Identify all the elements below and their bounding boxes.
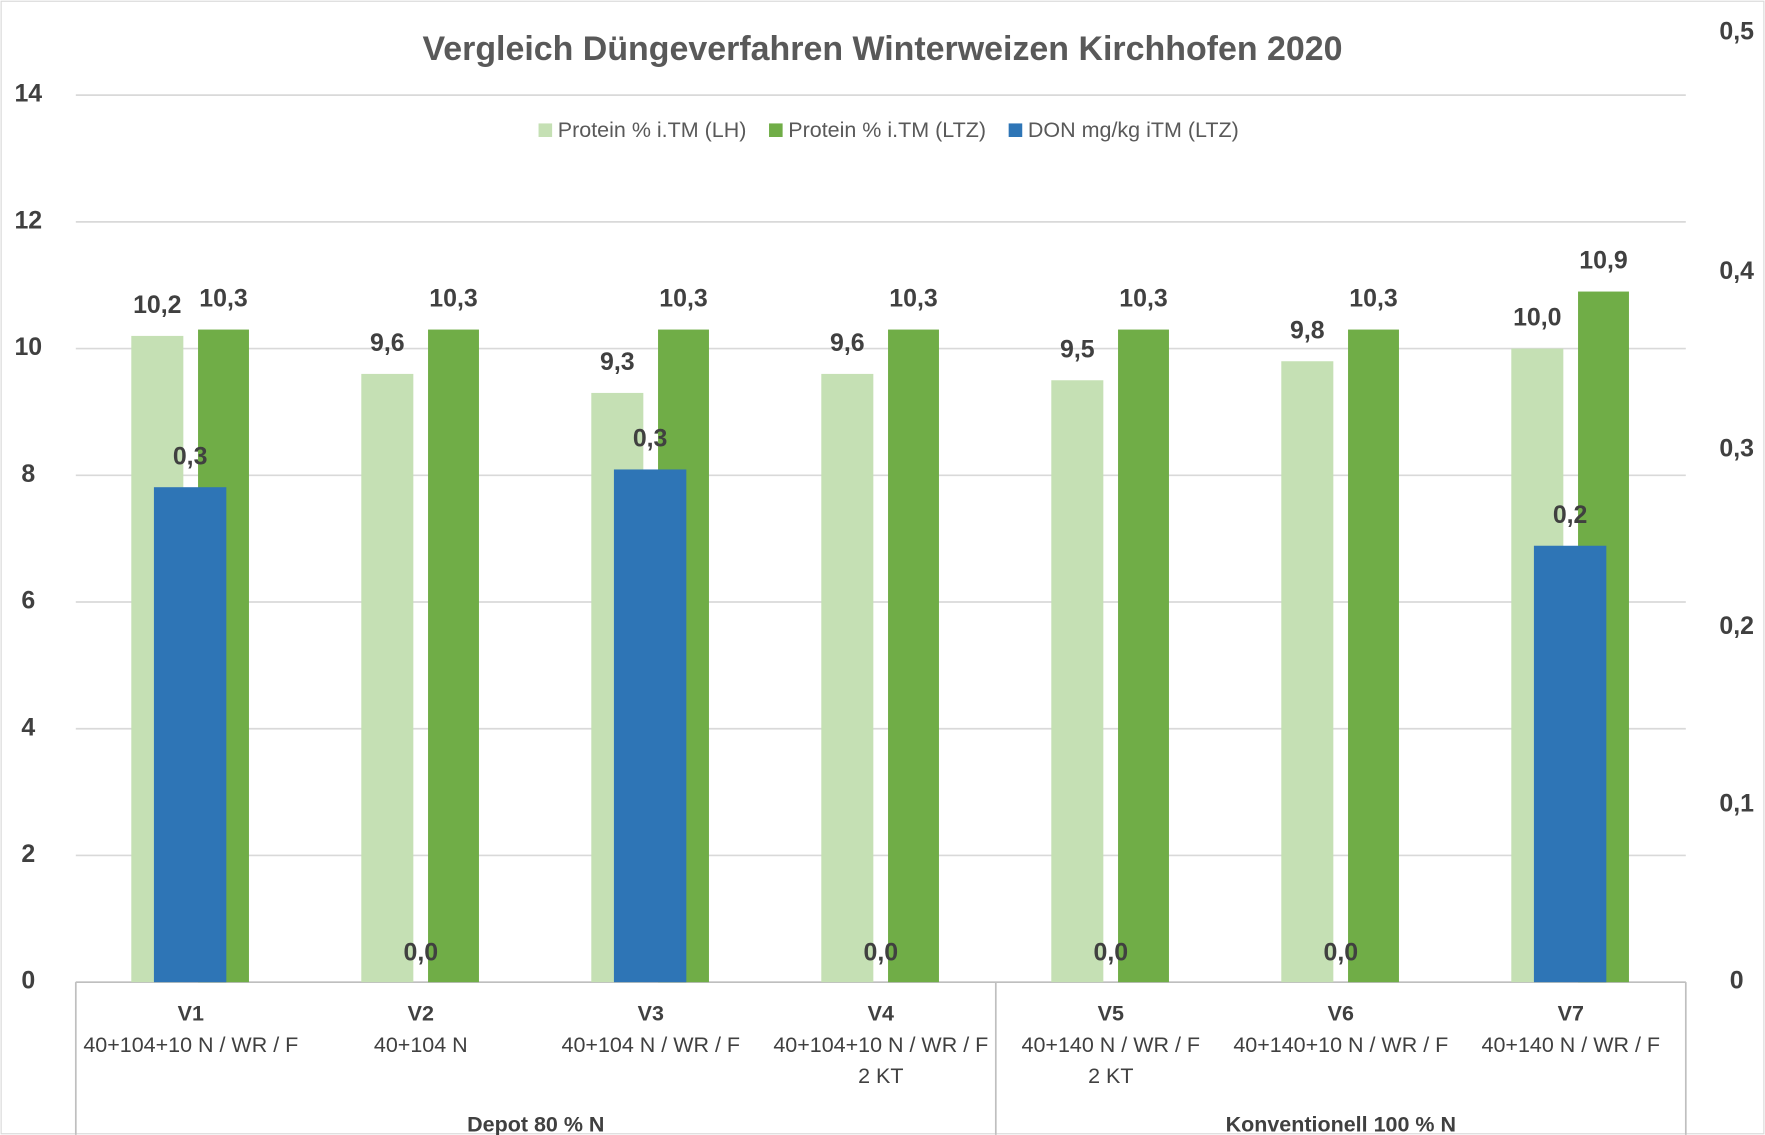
x-tick-label: 40+104+10 N / WR / F — [773, 1033, 988, 1057]
data-label: 10,2 — [133, 291, 181, 319]
data-label: 10,0 — [1513, 304, 1561, 332]
bar — [361, 373, 414, 983]
x-tick-label: 40+104+10 N / WR / F — [83, 1033, 298, 1057]
bar — [888, 329, 939, 983]
y-tick-label: 12 — [14, 206, 42, 234]
y-tick-label: 4 — [21, 713, 35, 741]
x-tick-label: 2 KT — [858, 1064, 903, 1088]
data-label: 0,3 — [173, 442, 208, 470]
bar — [153, 487, 227, 983]
bar — [821, 373, 874, 983]
x-tick-label: 40+104 N / WR / F — [562, 1033, 741, 1057]
x-tick-label: V3 — [638, 1002, 664, 1026]
legend-swatch — [1008, 123, 1023, 137]
bar — [1348, 329, 1399, 983]
x-tick-label: 2 KT — [1088, 1064, 1133, 1088]
x-tick-label: 40+140 N / WR / F — [1022, 1033, 1201, 1057]
x-tick-label: 40+140 N / WR / F — [1482, 1033, 1661, 1057]
y2-tick-label: 0,4 — [1719, 257, 1754, 285]
chart-title: Vergleich Düngeverfahren Winterweizen Ki… — [422, 30, 1342, 68]
y-tick-label: 2 — [21, 840, 35, 868]
y-tick-label: 6 — [21, 587, 35, 615]
y2-tick-label: 0,1 — [1719, 789, 1754, 817]
data-label: 0,3 — [633, 425, 668, 453]
y2-tick-label: 0,3 — [1719, 435, 1754, 463]
y-tick-label: 8 — [21, 460, 35, 488]
data-label: 10,3 — [659, 285, 707, 313]
data-label: 9,6 — [370, 329, 405, 357]
group-label: Depot 80 % N — [467, 1113, 604, 1135]
data-label: 10,3 — [199, 285, 247, 313]
data-label: 0,0 — [864, 938, 899, 966]
bar — [1281, 361, 1334, 983]
y-tick-label: 14 — [14, 80, 42, 108]
legend-swatch — [769, 123, 783, 137]
y-tick-label: 0 — [21, 967, 35, 995]
data-label: 9,8 — [1290, 316, 1325, 344]
data-label: 10,3 — [1119, 285, 1167, 313]
bar — [1118, 329, 1169, 983]
data-label: 10,3 — [889, 285, 937, 313]
data-label: 0,0 — [1324, 938, 1359, 966]
x-tick-label: 40+104 N — [374, 1033, 468, 1057]
legend-swatch — [538, 123, 553, 137]
x-tick-label: V1 — [178, 1002, 204, 1026]
x-tick-label: 40+140+10 N / WR / F — [1233, 1033, 1448, 1057]
bar — [613, 469, 687, 983]
x-tick-label: V6 — [1328, 1002, 1354, 1026]
legend-label: Protein % i.TM (LH) — [558, 118, 747, 142]
group-label: Konventionell 100 % N — [1226, 1113, 1456, 1135]
x-tick-label: V2 — [408, 1002, 434, 1026]
x-tick-label: V5 — [1098, 1002, 1124, 1026]
data-label: 0,2 — [1553, 501, 1588, 529]
legend-label: DON mg/kg iTM (LTZ) — [1028, 118, 1239, 142]
bar — [428, 329, 479, 983]
legend-label: Protein % i.TM (LTZ) — [788, 118, 986, 142]
data-label: 10,9 — [1579, 247, 1627, 275]
bar — [1051, 380, 1104, 983]
bar — [1533, 545, 1607, 983]
y2-tick-label: 0 — [1730, 967, 1744, 995]
data-label: 9,3 — [600, 348, 635, 376]
data-label: 9,6 — [830, 329, 865, 357]
y-tick-label: 10 — [14, 333, 42, 361]
data-label: 0,0 — [404, 938, 439, 966]
data-label: 10,3 — [429, 285, 477, 313]
x-tick-label: V4 — [868, 1002, 894, 1026]
data-label: 9,5 — [1060, 335, 1095, 363]
y2-tick-label: 0,2 — [1719, 612, 1754, 640]
x-tick-label: V7 — [1558, 1002, 1584, 1026]
data-label: 10,3 — [1349, 285, 1397, 313]
y2-tick-label: 0,5 — [1719, 17, 1754, 45]
data-label: 0,0 — [1094, 938, 1129, 966]
